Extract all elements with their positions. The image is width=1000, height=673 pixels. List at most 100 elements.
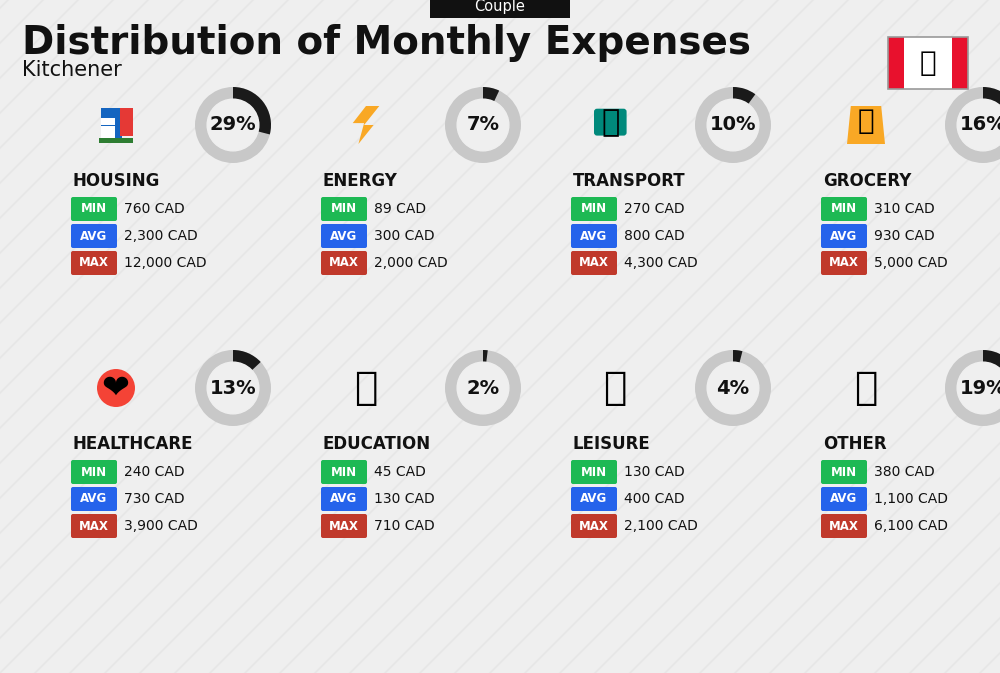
FancyBboxPatch shape (571, 487, 617, 511)
Circle shape (957, 99, 1000, 151)
Text: MAX: MAX (579, 520, 609, 532)
FancyBboxPatch shape (321, 224, 367, 248)
Text: 730 CAD: 730 CAD (124, 492, 185, 506)
Bar (108, 118, 115, 125)
Polygon shape (847, 106, 885, 144)
Text: GROCERY: GROCERY (823, 172, 911, 190)
Wedge shape (445, 87, 521, 163)
Text: 13%: 13% (210, 378, 256, 398)
Text: 🍁: 🍁 (920, 49, 936, 77)
Text: 300 CAD: 300 CAD (374, 229, 435, 243)
Text: MAX: MAX (579, 256, 609, 269)
Text: 29%: 29% (210, 116, 256, 135)
FancyBboxPatch shape (71, 460, 117, 484)
Text: 19%: 19% (960, 378, 1000, 398)
Text: MIN: MIN (331, 466, 357, 479)
Text: ❤️: ❤️ (102, 371, 130, 404)
Text: 1,100 CAD: 1,100 CAD (874, 492, 948, 506)
FancyBboxPatch shape (571, 460, 617, 484)
Text: 89 CAD: 89 CAD (374, 202, 426, 216)
Text: 👛: 👛 (854, 369, 878, 407)
FancyBboxPatch shape (571, 224, 617, 248)
Text: 380 CAD: 380 CAD (874, 465, 935, 479)
Bar (101, 133, 108, 141)
Text: MAX: MAX (79, 256, 109, 269)
FancyBboxPatch shape (821, 224, 867, 248)
Circle shape (207, 362, 259, 414)
Text: MIN: MIN (831, 203, 857, 215)
Text: AVG: AVG (330, 229, 358, 242)
FancyBboxPatch shape (821, 487, 867, 511)
Text: 2,300 CAD: 2,300 CAD (124, 229, 198, 243)
Wedge shape (945, 87, 1000, 163)
Text: 800 CAD: 800 CAD (624, 229, 685, 243)
FancyBboxPatch shape (71, 224, 117, 248)
Bar (101, 118, 108, 125)
Wedge shape (195, 350, 271, 426)
Text: 🛒: 🛒 (858, 107, 874, 135)
Bar (120, 108, 133, 137)
Circle shape (457, 362, 509, 414)
Text: AVG: AVG (580, 493, 608, 505)
Wedge shape (233, 350, 261, 370)
Text: 4,300 CAD: 4,300 CAD (624, 256, 698, 270)
Text: MAX: MAX (329, 256, 359, 269)
FancyBboxPatch shape (71, 514, 117, 538)
Text: 130 CAD: 130 CAD (624, 465, 685, 479)
Text: MIN: MIN (81, 466, 107, 479)
Text: MAX: MAX (329, 520, 359, 532)
Wedge shape (983, 350, 1000, 378)
Wedge shape (445, 350, 521, 426)
Text: TRANSPORT: TRANSPORT (573, 172, 686, 190)
Wedge shape (233, 87, 271, 135)
Text: 🎓: 🎓 (354, 369, 378, 407)
Text: 6,100 CAD: 6,100 CAD (874, 519, 948, 533)
FancyBboxPatch shape (71, 251, 117, 275)
FancyBboxPatch shape (821, 514, 867, 538)
Bar (108, 133, 115, 141)
Bar (108, 126, 115, 133)
Text: ENERGY: ENERGY (323, 172, 398, 190)
FancyBboxPatch shape (71, 487, 117, 511)
Text: AVG: AVG (830, 493, 858, 505)
Text: HEALTHCARE: HEALTHCARE (73, 435, 194, 453)
Circle shape (97, 369, 135, 407)
Bar (904, 37, 952, 89)
Bar (888, 37, 968, 89)
Wedge shape (695, 350, 771, 426)
Bar (101, 108, 122, 142)
Text: EDUCATION: EDUCATION (323, 435, 431, 453)
Text: 10%: 10% (710, 116, 756, 135)
Wedge shape (483, 350, 488, 362)
Polygon shape (353, 106, 379, 144)
Text: MAX: MAX (829, 256, 859, 269)
Text: 12,000 CAD: 12,000 CAD (124, 256, 207, 270)
Text: 16%: 16% (960, 116, 1000, 135)
Circle shape (457, 99, 509, 151)
Text: Kitchener: Kitchener (22, 60, 122, 80)
Text: 4%: 4% (716, 378, 750, 398)
FancyBboxPatch shape (321, 514, 367, 538)
Text: MAX: MAX (79, 520, 109, 532)
Text: 45 CAD: 45 CAD (374, 465, 426, 479)
Circle shape (707, 362, 759, 414)
FancyBboxPatch shape (321, 460, 367, 484)
Wedge shape (195, 87, 271, 163)
Bar (952, 37, 968, 89)
Text: MIN: MIN (331, 203, 357, 215)
Circle shape (957, 362, 1000, 414)
FancyBboxPatch shape (594, 109, 627, 135)
Text: 7%: 7% (466, 116, 500, 135)
Circle shape (207, 99, 259, 151)
Text: 760 CAD: 760 CAD (124, 202, 185, 216)
Text: Couple: Couple (475, 0, 525, 15)
Text: 2%: 2% (466, 378, 500, 398)
FancyBboxPatch shape (821, 251, 867, 275)
Bar (888, 37, 904, 89)
FancyBboxPatch shape (571, 251, 617, 275)
Text: 5,000 CAD: 5,000 CAD (874, 256, 948, 270)
Wedge shape (483, 87, 499, 102)
Wedge shape (983, 87, 1000, 111)
Text: 400 CAD: 400 CAD (624, 492, 685, 506)
FancyBboxPatch shape (321, 251, 367, 275)
